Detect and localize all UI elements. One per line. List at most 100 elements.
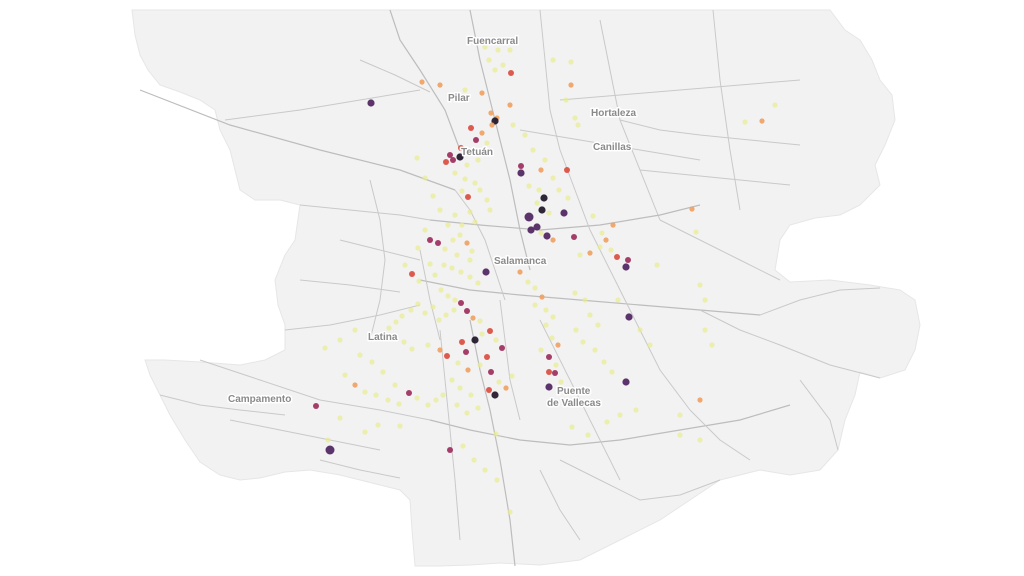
incident-point: [437, 82, 443, 88]
incident-point: [375, 422, 381, 428]
incident-point: [564, 167, 570, 173]
road-segment: [199, 359, 431, 421]
incident-point: [475, 280, 481, 286]
road-segment: [299, 279, 401, 293]
incident-point: [463, 349, 469, 355]
road-segment: [799, 379, 839, 451]
label-puente: Puente: [557, 386, 591, 397]
incident-point: [456, 153, 464, 161]
incident-point: [457, 385, 463, 391]
incident-point: [565, 195, 571, 201]
incident-point: [509, 373, 515, 379]
incident-point: [458, 269, 464, 275]
incident-point: [697, 282, 703, 288]
incident-point: [555, 342, 561, 348]
incident-point: [563, 97, 569, 103]
incident-point: [379, 331, 385, 337]
incident-point: [433, 397, 439, 403]
incident-point: [568, 59, 574, 65]
incident-point: [693, 229, 699, 235]
incident-point: [479, 90, 485, 96]
incident-point: [486, 387, 492, 393]
district-labels: Fuencarral Pilar Hortaleza Tetuán Canill…: [227, 35, 638, 411]
incident-point: [488, 369, 494, 375]
incident-point: [473, 137, 479, 143]
incident-point: [697, 437, 703, 443]
incident-point: [464, 240, 470, 246]
incident-point: [486, 57, 492, 63]
incident-point: [772, 102, 778, 108]
incident-point: [677, 432, 683, 438]
incident-point: [552, 370, 558, 376]
label-campamento: Campamento: [228, 394, 291, 405]
incident-point: [437, 347, 443, 353]
incident-point: [459, 188, 465, 194]
incident-point: [464, 410, 470, 416]
incident-point: [436, 317, 442, 323]
incident-point: [546, 369, 552, 375]
road-segment: [224, 89, 421, 121]
incident-point: [462, 176, 468, 182]
incident-point: [367, 99, 375, 107]
incident-point: [488, 110, 494, 116]
incident-point: [577, 252, 583, 258]
incident-point: [487, 328, 493, 334]
incident-point: [622, 263, 630, 271]
road-segment: [559, 459, 721, 501]
incident-point: [449, 265, 455, 271]
incident-point: [525, 279, 531, 285]
road-network: [139, 9, 881, 567]
incident-point: [464, 308, 470, 314]
incident-point: [450, 237, 456, 243]
incident-point: [522, 132, 528, 138]
incident-point: [459, 339, 465, 345]
label-tetuan: Tetuán: [461, 147, 493, 158]
incident-point: [337, 337, 343, 343]
incident-point: [486, 148, 492, 154]
incident-point: [543, 322, 549, 328]
incident-point: [454, 402, 460, 408]
incident-point: [493, 337, 499, 343]
incident-point: [342, 372, 348, 378]
incident-point: [445, 222, 451, 228]
incident-point: [440, 392, 446, 398]
incident-point: [549, 335, 555, 341]
incident-point: [517, 269, 523, 275]
road-segment: [359, 59, 431, 93]
incident-point: [532, 285, 538, 291]
incident-point: [517, 169, 525, 177]
incident-point: [610, 222, 616, 228]
incident-point: [472, 219, 478, 225]
incident-point: [479, 331, 485, 337]
incident-point: [689, 206, 695, 212]
incident-point: [460, 443, 466, 449]
label-latina: Latina: [368, 332, 398, 343]
road-segment: [574, 189, 601, 251]
incident-point: [452, 170, 458, 176]
incident-point: [495, 47, 501, 53]
incident-point: [442, 246, 448, 252]
incident-point: [475, 157, 481, 163]
incident-point: [587, 312, 593, 318]
incident-point: [458, 145, 464, 151]
incident-point: [459, 222, 465, 228]
incident-point: [449, 377, 455, 383]
incident-point: [471, 336, 479, 344]
road-segment: [499, 299, 521, 421]
incident-point: [415, 245, 421, 251]
incident-point: [494, 477, 500, 483]
incident-point: [414, 395, 420, 401]
incident-point: [452, 212, 458, 218]
incident-point: [443, 312, 449, 318]
incident-point: [601, 359, 607, 365]
incident-point: [518, 163, 524, 169]
incident-point: [465, 367, 471, 373]
road-segment: [539, 319, 621, 481]
label-de-vallecas: de Vallecas: [547, 398, 601, 409]
incident-point: [496, 379, 502, 385]
incident-point: [479, 130, 485, 136]
road-segment: [559, 79, 801, 101]
incident-point: [467, 274, 473, 280]
incident-point: [556, 187, 562, 193]
incident-point: [573, 327, 579, 333]
